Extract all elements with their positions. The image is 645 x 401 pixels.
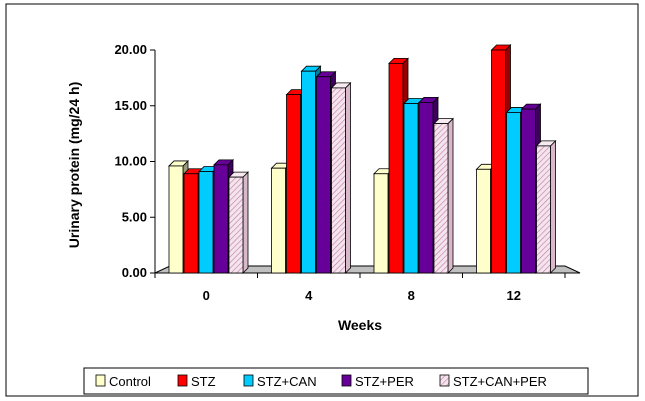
x-tick-label: 4 xyxy=(305,288,313,303)
bars xyxy=(168,44,557,274)
legend-swatch xyxy=(95,374,106,387)
y-tick-label: 10.00 xyxy=(114,154,147,169)
legend-swatch xyxy=(177,374,188,387)
legend-label: STZ+CAN+PER xyxy=(453,374,547,389)
y-axis-label: Urinary protein (mg/24 h) xyxy=(66,82,82,248)
bar xyxy=(535,139,557,274)
legend-item: Control xyxy=(95,374,151,389)
x-tick-label: 8 xyxy=(408,288,415,303)
legend-item: STZ xyxy=(177,374,216,389)
y-tick-label: 5.00 xyxy=(122,209,147,224)
y-tick-label: 15.00 xyxy=(114,98,147,113)
legend-label: Control xyxy=(109,374,151,389)
x-tick-label: 0 xyxy=(203,288,210,303)
x-ticks: 0 4 8 12 xyxy=(154,273,566,303)
bar xyxy=(228,171,249,274)
legend-swatch xyxy=(243,374,254,387)
legend: Control STZ STZ+CAN STZ+PER STZ+CAN+PER xyxy=(95,374,547,389)
bar xyxy=(330,81,352,274)
x-tick-label: 12 xyxy=(507,288,521,303)
legend-item: STZ+CAN+PER xyxy=(439,374,547,389)
y-ticks: 0.00 5.00 10.00 15.00 20.00 xyxy=(114,42,155,280)
legend-box xyxy=(83,367,589,395)
y-tick-label: 20.00 xyxy=(114,42,147,57)
y-tick-label: 0.00 xyxy=(122,265,147,280)
legend-label: STZ xyxy=(191,374,216,389)
legend-swatch xyxy=(439,374,450,387)
legend-item: STZ+PER xyxy=(341,374,414,389)
legend-swatch xyxy=(341,374,352,387)
legend-label: STZ+CAN xyxy=(257,374,317,389)
bar xyxy=(433,117,454,274)
legend-label: STZ+PER xyxy=(355,374,414,389)
x-axis-label: Weeks xyxy=(338,317,382,333)
legend-item: STZ+CAN xyxy=(243,374,317,389)
